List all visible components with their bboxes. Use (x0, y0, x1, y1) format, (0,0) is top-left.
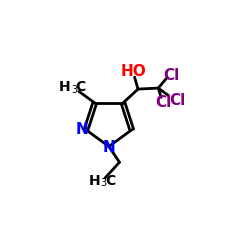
Text: 3: 3 (71, 85, 77, 95)
Text: 3: 3 (101, 178, 107, 188)
Text: C: C (76, 80, 86, 94)
Text: HO: HO (120, 64, 146, 79)
Text: C: C (105, 174, 115, 188)
Text: Cl: Cl (164, 68, 180, 82)
Text: Cl: Cl (155, 95, 171, 110)
Text: Cl: Cl (169, 93, 185, 108)
Text: H: H (88, 174, 100, 188)
Text: N: N (103, 140, 116, 155)
Text: H: H (59, 80, 71, 94)
Text: N: N (76, 122, 88, 137)
